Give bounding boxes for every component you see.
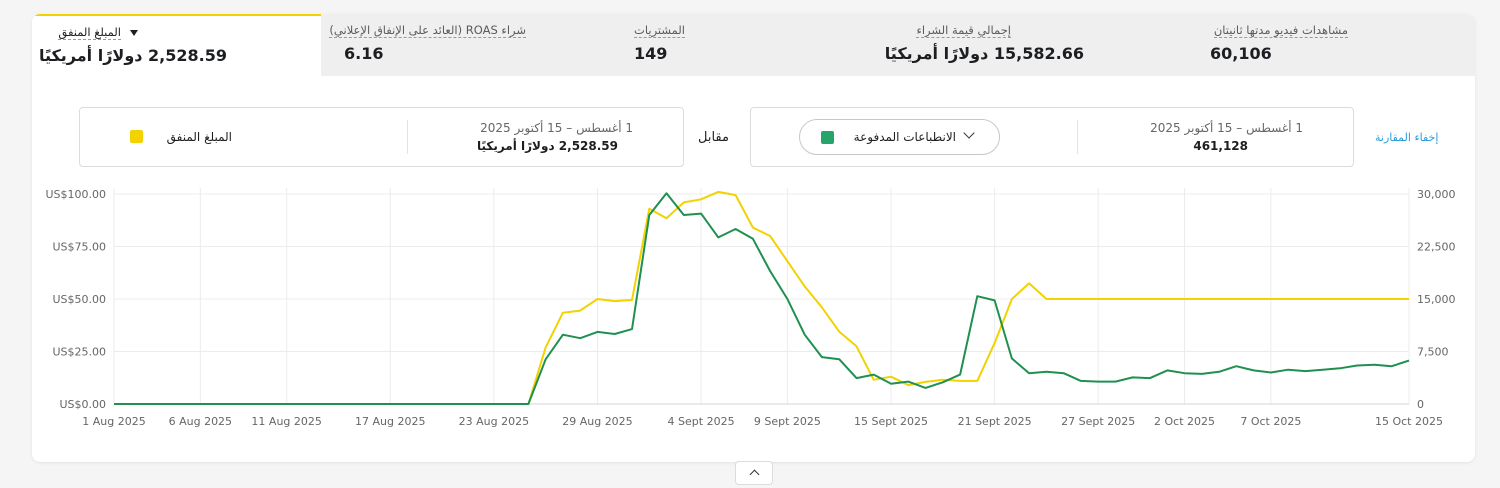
x-tick-label: 29 Aug 2025 (562, 415, 632, 428)
tab-value: 2,528.59 دولارًا أمريكيًا (38, 46, 227, 65)
vs-label: مقابل (698, 130, 729, 145)
y-right-tick-label: 15,000 (1417, 293, 1456, 306)
x-tick-label: 4 Sept 2025 (668, 415, 735, 428)
right-metric-box: 1 أغسطس – 15 أكتوبر 2025 461,128 الانطبا… (750, 107, 1354, 167)
x-tick-label: 15 Sept 2025 (854, 415, 928, 428)
tab-amount-spent[interactable]: المبلغ المنفق 2,528.59 دولارًا أمريكيًا (32, 14, 321, 78)
left-metric-box: 1 أغسطس – 15 أكتوبر 2025 2,528.59 دولارً… (79, 107, 684, 167)
x-tick-label: 2 Oct 2025 (1154, 415, 1215, 428)
tab-label: المشتريات (634, 23, 685, 38)
x-tick-label: 1 Aug 2025 (82, 415, 145, 428)
chevron-down-icon[interactable] (130, 30, 138, 36)
y-left-tick-label: US$100.00 (45, 188, 106, 201)
x-tick-label: 6 Aug 2025 (169, 415, 232, 428)
divider (1077, 120, 1078, 154)
hide-comparison-link[interactable]: إخفاء المقارنة (1375, 131, 1439, 144)
y-left-tick-label: US$50.00 (52, 293, 106, 306)
x-tick-label: 27 Sept 2025 (1061, 415, 1135, 428)
metric-selector[interactable]: الانطباعات المدفوعة (799, 119, 1000, 155)
date-range: 1 أغسطس – 15 أكتوبر 2025 (480, 121, 633, 135)
metric-name: الانطباعات المدفوعة (853, 130, 956, 144)
chevron-up-icon (749, 469, 760, 480)
y-right-tick-label: 30,000 (1417, 188, 1456, 201)
chevron-down-icon (963, 127, 975, 139)
yellow-swatch-icon (130, 130, 143, 143)
y-left-tick-label: US$0.00 (59, 398, 106, 411)
tab-value: 60,106 (1210, 44, 1272, 63)
tab-label: مشاهدات فيديو مدتها ثانيتان (1213, 23, 1348, 38)
y-right-tick-label: 0 (1417, 398, 1424, 411)
metric-tabs: المبلغ المنفق 2,528.59 دولارًا أمريكيًا … (32, 14, 1475, 78)
x-tick-label: 7 Oct 2025 (1240, 415, 1301, 428)
insights-card: المبلغ المنفق 2,528.59 دولارًا أمريكيًا … (32, 14, 1475, 462)
y-right-tick-label: 22,500 (1417, 241, 1456, 254)
series-line (114, 192, 1410, 405)
tab-value: 6.16 (344, 44, 384, 63)
x-tick-label: 21 Sept 2025 (958, 415, 1032, 428)
tab-roas[interactable]: شراء ROAS (العائد على الإنفاق الإعلاني) … (321, 14, 610, 76)
line-chart: US$0.00 0 US$25.00 7,500 US$50.00 15,000 US$75… (45, 188, 1456, 428)
metric-name: المبلغ المنفق (166, 130, 232, 144)
collapse-button[interactable] (735, 461, 773, 485)
metric-value: 2,528.59 دولارًا أمريكيًا (476, 139, 618, 153)
tab-label: المبلغ المنفق (58, 25, 121, 40)
metric-value: 461,128 (1193, 139, 1248, 153)
x-tick-label: 23 Aug 2025 (459, 415, 529, 428)
y-right-tick-label: 7,500 (1417, 346, 1449, 359)
date-range: 1 أغسطس – 15 أكتوبر 2025 (1150, 121, 1303, 135)
tab-label: شراء ROAS (العائد على الإنفاق الإعلاني) (329, 23, 526, 38)
x-tick-label: 17 Aug 2025 (355, 415, 425, 428)
tab-purchases[interactable]: المشتريات 149 (610, 14, 899, 76)
y-left-tick-label: US$25.00 (52, 346, 106, 359)
x-tick-label: 11 Aug 2025 (251, 415, 321, 428)
tab-value: 149 (634, 44, 668, 63)
y-left-tick-label: US$75.00 (52, 241, 106, 254)
tab-purchase-value[interactable]: إجمالي قيمة الشراء 15,582.66 دولارًا أمر… (885, 14, 1188, 76)
x-tick-label: 9 Sept 2025 (754, 415, 821, 428)
tab-video-views[interactable]: مشاهدات فيديو مدتها ثانيتان 60,106 (1188, 14, 1475, 76)
green-swatch-icon (821, 131, 834, 144)
divider (407, 120, 408, 154)
tab-label: إجمالي قيمة الشراء (916, 23, 1011, 38)
x-tick-label: 15 Oct 2025 (1375, 415, 1443, 428)
tab-value: 15,582.66 دولارًا أمريكيًا (884, 44, 1084, 63)
